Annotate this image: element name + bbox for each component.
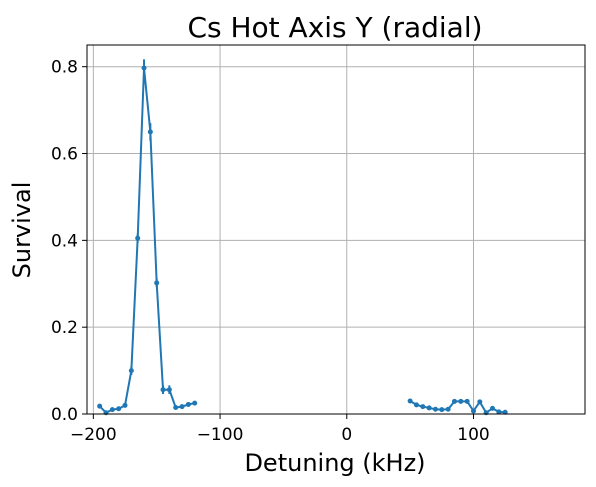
data-point [128,368,134,374]
y-tick-label: 0.6 [51,145,78,165]
series-line [98,67,195,414]
data-point [166,387,172,393]
data-point [470,408,476,414]
axes-frame [86,44,586,415]
data-point [458,398,464,404]
x-tick-label: 100 [457,425,489,445]
plot-area: −200 −100 0 100 0.0 0.2 0.4 0.6 0.8 [51,44,586,445]
x-tick-label: 0 [341,425,352,445]
x-axis-label: Detuning (kHz) [244,449,425,477]
data-point [413,402,419,408]
data-point [426,405,432,411]
data-point [496,409,502,415]
data-point [160,387,166,393]
data-point [97,403,103,409]
data-point [179,404,185,410]
data-point [135,235,141,241]
x-tick-label: −200 [70,425,117,445]
chart-title: Cs Hot Axis Y (radial) [187,11,482,44]
series-line [409,400,506,414]
data-point [154,280,160,286]
y-tick-label: 0.0 [51,405,78,425]
data-point [445,406,451,412]
data-point [147,129,153,135]
data-point [141,65,147,71]
data-point [451,398,457,404]
data-point [185,401,191,407]
data-point [407,398,413,404]
data-point [116,406,122,412]
y-tick-label: 0.4 [51,231,78,251]
data-point [420,404,426,410]
data-point [192,400,198,406]
y-tick-label: 0.2 [51,318,78,338]
data-point [173,404,179,410]
y-axis-label: Survival [8,182,36,279]
data-point [477,399,483,405]
data-point [109,407,115,413]
data-point [439,407,445,413]
x-tick-label: −100 [197,425,244,445]
data-point [489,405,495,411]
data-point [464,398,470,404]
data-point [122,402,128,408]
y-tick-label: 0.8 [51,58,78,78]
data-point [432,406,438,412]
